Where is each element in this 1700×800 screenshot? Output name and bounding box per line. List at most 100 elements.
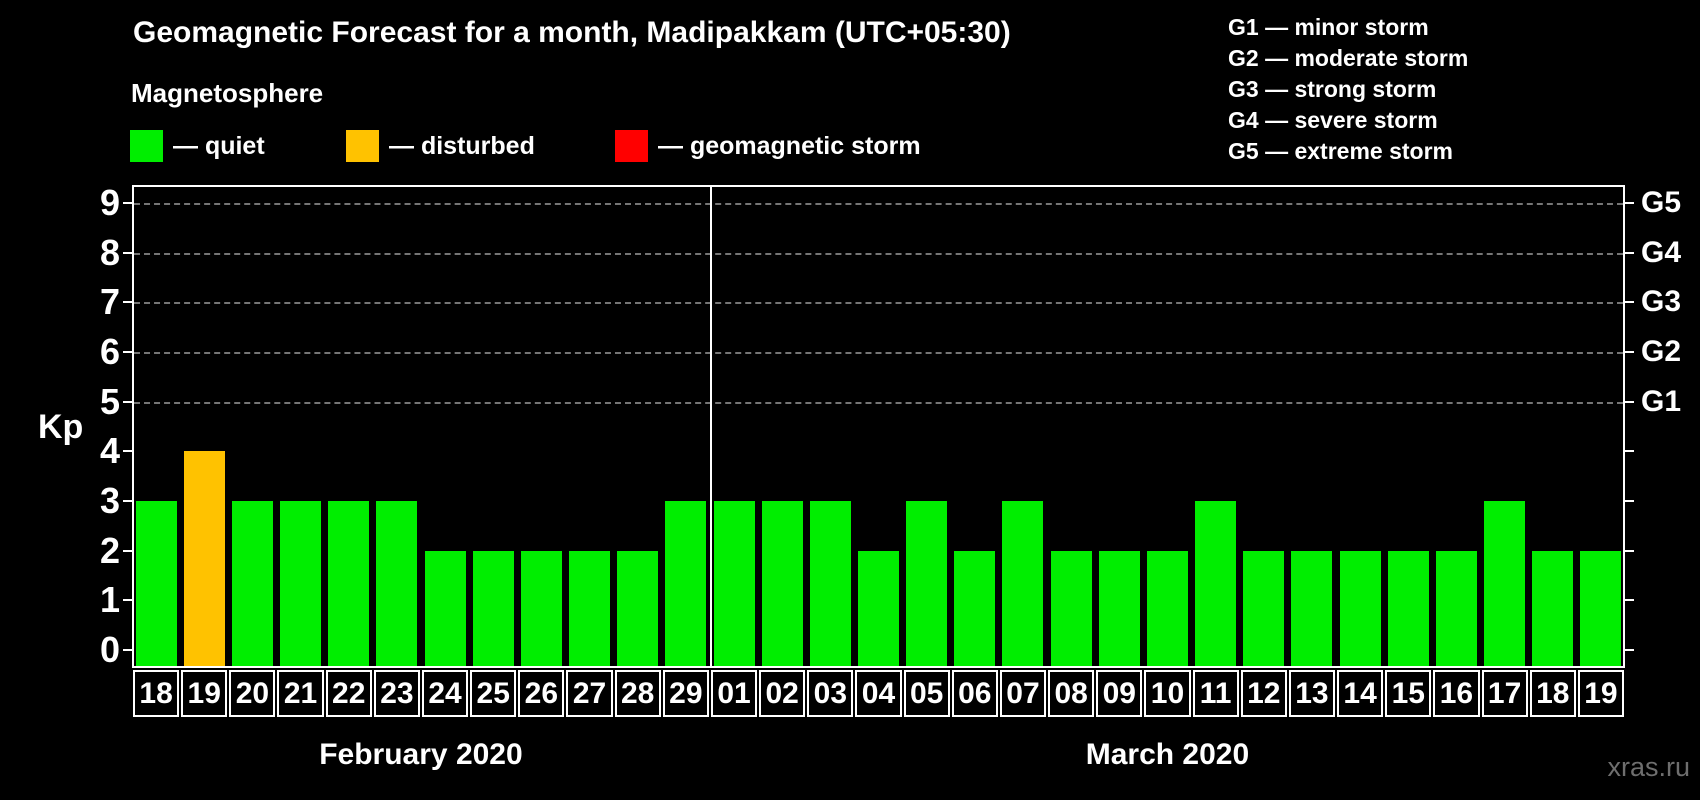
month-separator-line <box>709 187 712 666</box>
y-tick-8 <box>123 251 132 254</box>
y-tick-label-9: 9 <box>99 181 120 223</box>
kp-bar-07 <box>1002 501 1044 666</box>
date-cell-14: 03 <box>807 670 854 717</box>
kp-bar-25 <box>472 550 514 666</box>
date-cell-28: 17 <box>1481 670 1528 717</box>
kp-bar-12 <box>1243 550 1285 666</box>
date-cell-3: 21 <box>277 670 324 717</box>
right-tick-4 <box>1625 450 1634 453</box>
date-cell-9: 27 <box>566 670 613 717</box>
date-cell-11: 29 <box>662 670 709 717</box>
kp-bar-28 <box>617 550 659 666</box>
kp-bar-11 <box>1195 501 1237 666</box>
kp-bar-15 <box>1387 550 1429 666</box>
gridline-kp9 <box>134 202 1623 205</box>
right-tick-2 <box>1625 549 1634 552</box>
y-tick-4 <box>123 450 132 453</box>
date-cell-29: 18 <box>1529 670 1576 717</box>
gridline-kp5 <box>134 401 1623 404</box>
kp-bar-19 <box>183 451 225 666</box>
y-tick-label-7: 7 <box>99 281 120 323</box>
kp-bar-27 <box>569 550 611 666</box>
right-tick-0 <box>1625 649 1634 651</box>
watermark-link[interactable]: xras.ru <box>1607 752 1690 782</box>
right-tick-7 <box>1625 301 1634 304</box>
date-cell-20: 09 <box>1096 670 1143 717</box>
kp-bar-01 <box>713 501 755 666</box>
y-tick-label-4: 4 <box>99 430 120 472</box>
legend-item-disturbed: — disturbed <box>346 129 535 163</box>
legend-item-storm: — geomagnetic storm <box>615 129 921 163</box>
right-tick-6 <box>1625 350 1634 353</box>
kp-bar-29 <box>665 501 707 666</box>
kp-bar-08 <box>1050 550 1092 666</box>
date-cell-0: 18 <box>133 670 180 717</box>
kp-bar-02 <box>761 501 803 666</box>
y-tick-9 <box>123 201 132 204</box>
legend-heading: Magnetosphere <box>131 78 324 108</box>
y-tick-1 <box>123 599 132 602</box>
kp-bar-19 <box>1580 550 1622 666</box>
date-cell-25: 14 <box>1337 670 1384 717</box>
kp-bar-17 <box>1484 501 1526 666</box>
date-cell-12: 01 <box>710 670 758 717</box>
g-axis-label-G5: G5 <box>1641 185 1682 219</box>
gridline-kp8 <box>134 252 1623 255</box>
kp-bar-22 <box>328 501 370 666</box>
g-scale-legend-line: G5 — extreme storm <box>1228 138 1453 164</box>
g-scale-legend-line: G3 — strong storm <box>1228 76 1437 102</box>
g-scale-legend: G1 — minor storm G2 — moderate storm G3 — … <box>1228 12 1468 167</box>
gridline-kp7 <box>134 302 1623 305</box>
g-axis-label-G4: G4 <box>1641 235 1682 269</box>
right-tick-5 <box>1625 400 1634 403</box>
month-label: March 2020 <box>1085 738 1250 771</box>
legend-swatch-storm <box>615 130 648 162</box>
kp-bar-24 <box>424 550 466 666</box>
date-cell-26: 15 <box>1385 670 1432 717</box>
gridline-kp6 <box>134 351 1623 354</box>
date-cell-6: 24 <box>421 670 469 717</box>
g-scale-legend-line: G2 — moderate storm <box>1228 45 1469 71</box>
y-tick-3 <box>123 499 132 502</box>
g-axis-label-G2: G2 <box>1641 334 1682 368</box>
chart-title: Geomagnetic Forecast for a month, Madipa… <box>133 16 1011 49</box>
y-tick-label-8: 8 <box>99 231 120 273</box>
date-cell-10: 28 <box>614 670 661 717</box>
date-cell-4: 22 <box>325 670 372 717</box>
g-scale-legend-line: G4 — severe storm <box>1228 107 1438 133</box>
kp-bar-23 <box>376 501 418 666</box>
kp-bar-16 <box>1435 550 1477 666</box>
kp-bar-09 <box>1098 550 1140 666</box>
date-cell-24: 13 <box>1288 670 1336 717</box>
date-cell-22: 11 <box>1192 670 1239 717</box>
legend-swatch-disturbed <box>346 130 379 162</box>
y-tick-7 <box>123 301 132 304</box>
kp-bar-14 <box>1339 550 1381 666</box>
date-cell-30: 19 <box>1577 670 1624 717</box>
kp-bar-18 <box>135 501 177 666</box>
legend-label-disturbed: — disturbed <box>389 131 535 160</box>
y-tick-label-3: 3 <box>99 479 120 521</box>
y-tick-label-2: 2 <box>99 529 120 571</box>
date-cell-8: 26 <box>518 670 565 717</box>
right-tick-3 <box>1625 499 1634 502</box>
date-cell-15: 04 <box>855 670 902 717</box>
y-tick-6 <box>123 350 132 353</box>
kp-bar-04 <box>858 550 899 666</box>
kp-bar-26 <box>520 550 562 666</box>
y-tick-label-1: 1 <box>99 579 120 621</box>
date-cell-16: 05 <box>903 670 950 717</box>
date-cell-17: 06 <box>951 670 998 717</box>
kp-bar-21 <box>280 501 322 666</box>
y-tick-label-0: 0 <box>99 629 120 670</box>
right-tick-8 <box>1625 251 1634 254</box>
date-cell-13: 02 <box>759 670 806 717</box>
kp-bar-05 <box>906 501 948 666</box>
legend-label-quiet: — quiet <box>173 131 265 160</box>
date-cell-5: 23 <box>373 670 420 717</box>
right-tick-1 <box>1625 599 1634 602</box>
date-cell-23: 12 <box>1240 670 1287 717</box>
legend-swatch-quiet <box>130 130 163 162</box>
y-tick-label-5: 5 <box>99 380 120 422</box>
